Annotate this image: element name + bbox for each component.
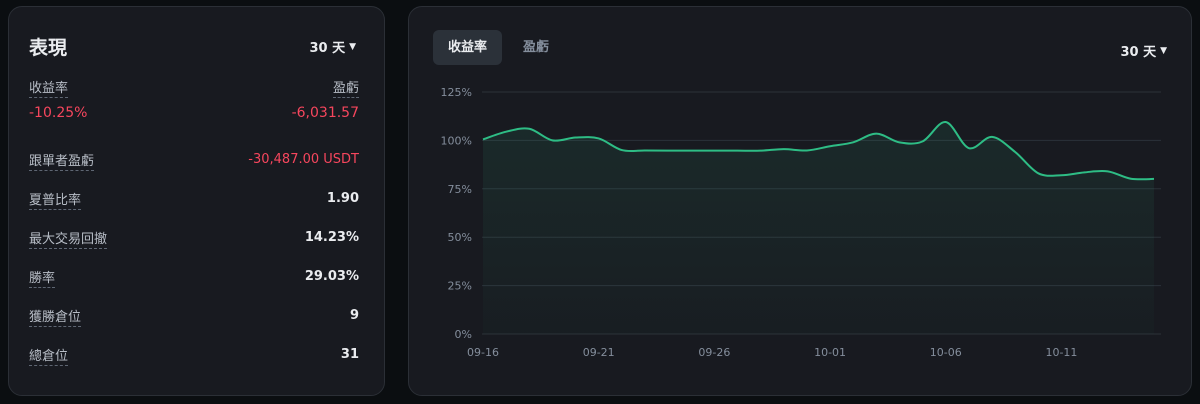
performance-period-dropdown[interactable]: 30 天 ▼ xyxy=(309,37,356,56)
y-tick-label: 0% xyxy=(455,328,472,341)
stat-value: 14.23% xyxy=(304,230,359,245)
series-line xyxy=(482,121,1155,181)
series-area xyxy=(483,121,1154,334)
pnl-label: 盈虧 xyxy=(332,77,359,98)
chart-period-dropdown[interactable]: 30 天 ▼ xyxy=(1120,41,1167,60)
x-tick-label: 09-16 xyxy=(467,346,499,359)
stat-value: 31 xyxy=(340,347,359,362)
x-tick-label: 10-01 xyxy=(814,346,846,359)
stat-value: -30,487.00 USDT xyxy=(248,152,359,167)
y-tick-label: 125% xyxy=(441,86,472,99)
performance-period-label: 30 天 xyxy=(309,41,346,56)
tab-pnl[interactable]: 盈虧 xyxy=(523,40,550,55)
roi-label: 收益率 xyxy=(29,77,69,98)
chart-period-label: 30 天 xyxy=(1120,45,1157,60)
performance-card: 表現 30 天 ▼ 收益率 盈虧 -10.25% -6,031.57 跟單者盈虧… xyxy=(8,6,385,396)
stat-label: 獲勝倉位 xyxy=(29,306,82,327)
stat-value: 29.03% xyxy=(304,269,359,284)
y-tick-label: 100% xyxy=(441,134,472,147)
stat-label: 夏普比率 xyxy=(29,189,82,210)
roi-line-chart: 0% 25% 50% 75% 100% 125% 09-16 09-21 09-26 10-01… xyxy=(441,86,1161,359)
stat-label: 最大交易回撤 xyxy=(29,228,108,249)
pnl-value: -6,031.57 xyxy=(291,105,359,121)
x-tick-label: 10-06 xyxy=(930,346,962,359)
chevron-down-icon: ▼ xyxy=(1160,45,1167,56)
stat-label: 跟單者盈虧 xyxy=(29,150,95,171)
y-tick-label: 25% xyxy=(448,280,472,293)
x-tick-label: 10-11 xyxy=(1045,346,1077,359)
roi-value: -10.25% xyxy=(29,105,88,121)
x-tick-label: 09-21 xyxy=(583,346,615,359)
performance-title: 表現 xyxy=(29,37,68,59)
stat-value: 9 xyxy=(349,308,359,323)
tab-roi[interactable]: 收益率 xyxy=(433,30,503,65)
stat-label: 勝率 xyxy=(29,267,56,288)
chevron-down-icon: ▼ xyxy=(349,41,356,52)
y-tick-label: 75% xyxy=(448,183,472,196)
chart-card: 收益率 盈虧 30 天 ▼ 0% 25% 50% 75% 100% 125% 09-16 0… xyxy=(408,6,1192,396)
stat-value: 1.90 xyxy=(326,191,359,206)
y-tick-label: 50% xyxy=(448,231,472,244)
chart-tabs: 收益率 盈虧 xyxy=(433,30,564,65)
x-tick-label: 09-26 xyxy=(698,346,730,359)
stat-label: 總倉位 xyxy=(29,345,69,366)
